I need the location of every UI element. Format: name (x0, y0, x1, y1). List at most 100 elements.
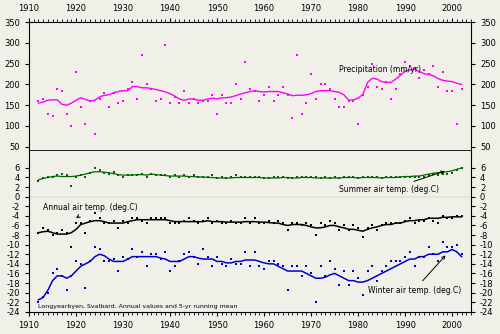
Point (119, 99, 127, 104)
Point (420, 218, 428, 223)
Point (208, 92, 216, 98)
Point (185, 216, 193, 221)
Point (410, 174, 418, 179)
Point (326, 218, 334, 223)
Point (434, 259, 442, 264)
Point (368, 223, 376, 228)
Point (148, 171, 156, 176)
Point (424, 71, 432, 77)
Point (298, 273, 306, 279)
Point (185, 101, 193, 106)
Point (110, 257, 118, 262)
Point (124, 257, 132, 262)
Point (138, 218, 146, 223)
Point (82, 285, 90, 291)
Point (330, 220, 338, 226)
Point (138, 171, 146, 176)
Point (72, 220, 80, 226)
Point (312, 96, 320, 102)
Point (307, 71, 315, 77)
Point (424, 244, 432, 250)
Point (424, 172, 432, 178)
Point (194, 220, 202, 226)
Point (34, 230, 42, 235)
Point (142, 82, 150, 87)
Point (354, 276, 362, 281)
Point (359, 92, 367, 98)
Point (96, 168, 104, 173)
Point (265, 84, 273, 89)
Point (166, 174, 174, 179)
Point (270, 175, 278, 180)
Point (133, 216, 141, 221)
Point (458, 165, 466, 171)
Point (373, 227, 381, 233)
Point (68, 244, 76, 250)
Point (316, 82, 324, 87)
Point (166, 220, 174, 226)
Point (382, 264, 390, 269)
Point (128, 172, 136, 178)
Point (86, 99, 94, 104)
Point (387, 220, 395, 226)
Point (401, 59, 409, 64)
Point (250, 216, 258, 221)
Point (256, 264, 264, 269)
Point (382, 175, 390, 180)
Point (148, 252, 156, 257)
Point (86, 218, 94, 223)
Point (326, 86, 334, 91)
Point (448, 170, 456, 175)
Point (396, 259, 404, 264)
Point (176, 259, 184, 264)
Point (62, 111, 70, 116)
Point (180, 88, 188, 94)
Point (48, 113, 56, 118)
Point (227, 218, 235, 223)
Point (54, 172, 62, 178)
Point (236, 175, 244, 180)
Point (378, 268, 386, 274)
Point (86, 259, 94, 264)
Point (105, 171, 113, 176)
Point (72, 174, 80, 179)
Point (302, 174, 310, 179)
Point (208, 264, 216, 269)
Point (58, 88, 66, 94)
Point (415, 75, 423, 81)
Point (133, 172, 141, 178)
Point (307, 175, 315, 180)
Point (72, 259, 80, 264)
Point (448, 216, 456, 221)
Point (265, 218, 273, 223)
Point (133, 96, 141, 102)
Point (336, 227, 344, 233)
Point (222, 101, 230, 106)
Point (344, 175, 352, 180)
Point (401, 254, 409, 259)
Point (415, 174, 423, 179)
Point (350, 268, 358, 274)
Point (256, 99, 264, 104)
Point (453, 213, 461, 218)
Point (424, 216, 432, 221)
Point (302, 101, 310, 106)
Point (185, 249, 193, 255)
Text: Winter air temp. (deg.C): Winter air temp. (deg.C) (368, 256, 461, 295)
Point (256, 220, 264, 226)
Point (128, 216, 136, 221)
Point (270, 259, 278, 264)
Point (350, 99, 358, 104)
Point (91, 244, 99, 250)
Point (34, 179, 42, 184)
Point (312, 175, 320, 180)
Point (119, 218, 127, 223)
Point (307, 271, 315, 276)
Point (438, 213, 446, 218)
Point (199, 218, 207, 223)
Point (448, 244, 456, 250)
Point (54, 86, 62, 91)
Point (430, 218, 438, 223)
Point (288, 264, 296, 269)
Point (420, 254, 428, 259)
